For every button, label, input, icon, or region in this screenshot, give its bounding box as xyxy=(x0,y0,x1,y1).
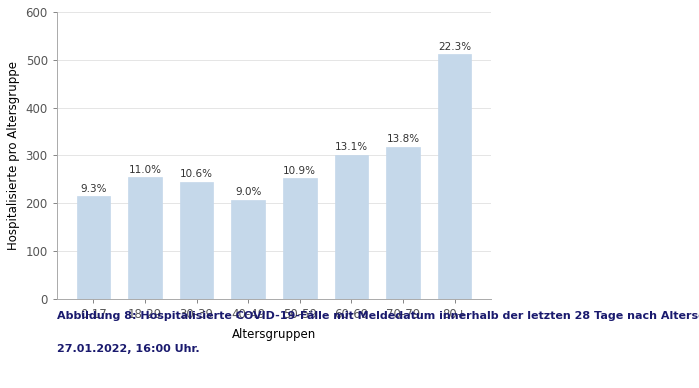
X-axis label: Altersgruppen: Altersgruppen xyxy=(232,328,316,341)
Text: 10.6%: 10.6% xyxy=(180,170,213,179)
Text: 22.3%: 22.3% xyxy=(438,42,471,52)
Text: 9.3%: 9.3% xyxy=(80,184,106,194)
Text: 10.9%: 10.9% xyxy=(283,166,316,176)
Bar xyxy=(438,54,471,299)
Text: 11.0%: 11.0% xyxy=(129,165,161,175)
Text: 27.01.2022, 16:00 Uhr.: 27.01.2022, 16:00 Uhr. xyxy=(57,344,199,354)
Bar xyxy=(335,154,368,299)
Bar xyxy=(231,199,265,299)
Bar xyxy=(76,196,110,299)
Bar xyxy=(387,147,420,299)
Text: 9.0%: 9.0% xyxy=(235,187,261,197)
Text: 13.8%: 13.8% xyxy=(387,135,419,144)
Bar xyxy=(180,182,213,299)
Bar xyxy=(283,178,317,299)
Text: Abbildung 8: Hospitalisierte COVID-19-Fälle mit Meldedatum innerhalb der letzten: Abbildung 8: Hospitalisierte COVID-19-Fä… xyxy=(57,311,699,321)
Text: 13.1%: 13.1% xyxy=(335,142,368,152)
Y-axis label: Hospitalisierte pro Altersgruppe: Hospitalisierte pro Altersgruppe xyxy=(7,61,20,250)
Bar xyxy=(128,177,161,299)
